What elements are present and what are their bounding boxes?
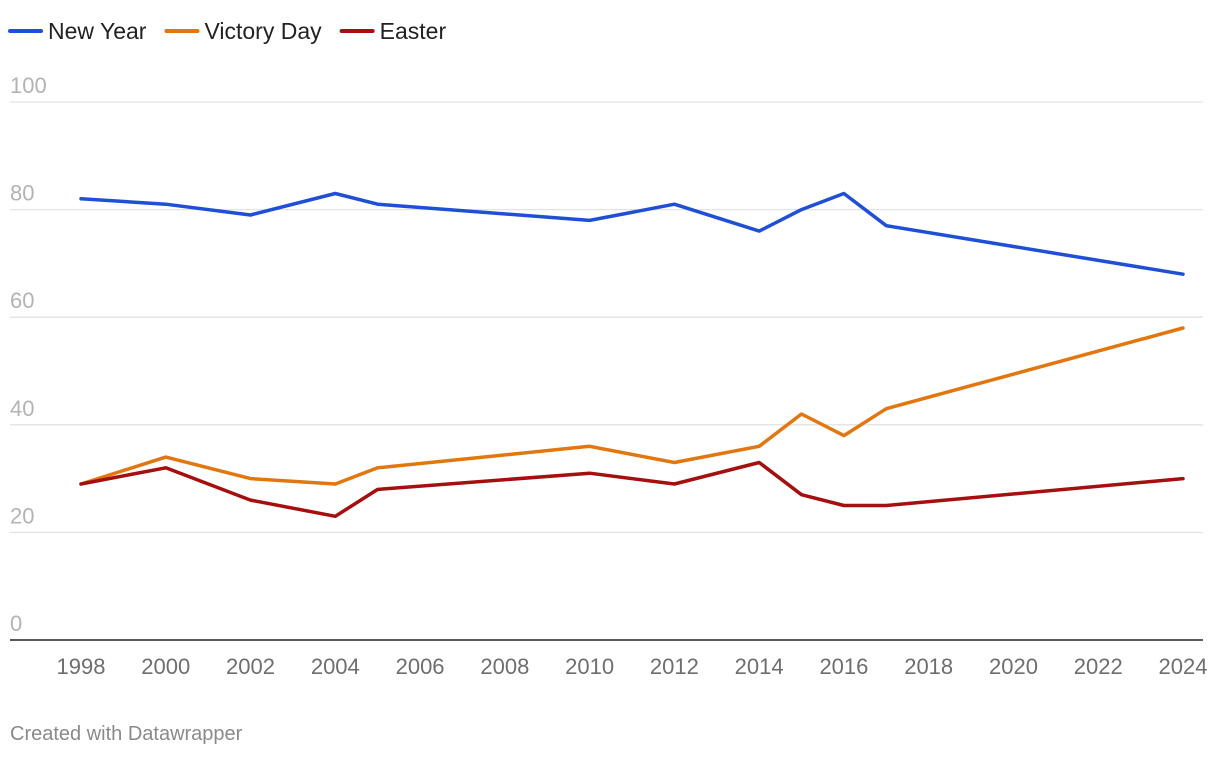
y-tick-label: 40 — [10, 396, 34, 421]
legend-item: Easter — [339, 18, 447, 44]
y-tick-label: 80 — [10, 181, 34, 206]
series-line-easter — [79, 460, 1185, 519]
legend-label: New Year — [48, 18, 147, 44]
y-tick-label: 100 — [10, 73, 47, 98]
x-tick-label: 2024 — [1159, 654, 1208, 679]
x-axis-ticks: 1998 2000 2002 2004 2006 2008 2010 2012 2014 2016… — [57, 654, 1208, 679]
x-tick-label: 2022 — [1074, 654, 1123, 679]
x-tick-label: 2010 — [565, 654, 614, 679]
x-tick-label: 2004 — [311, 654, 360, 679]
series-line-new-year — [79, 191, 1185, 276]
series-lines — [79, 191, 1185, 519]
x-tick-label: 2006 — [396, 654, 445, 679]
x-tick-label: 2000 — [141, 654, 190, 679]
y-tick-label: 20 — [10, 503, 34, 528]
legend: New Year Victory Day Easter — [8, 18, 447, 44]
x-tick-label: 2014 — [735, 654, 784, 679]
gridlines — [10, 101, 1203, 534]
x-tick-label: 2012 — [650, 654, 699, 679]
legend-item: New Year — [8, 18, 147, 44]
x-tick-label: 2016 — [819, 654, 868, 679]
legend-label: Easter — [380, 18, 447, 44]
x-tick-label: 2008 — [480, 654, 529, 679]
legend-label: Victory Day — [204, 18, 322, 44]
x-tick-label: 2020 — [989, 654, 1038, 679]
series-line-victory-day — [79, 326, 1185, 486]
x-tick-label: 1998 — [57, 654, 106, 679]
footer-credit: Created with Datawrapper — [10, 723, 243, 745]
y-tick-label: 0 — [10, 611, 22, 636]
y-axis-ticks: 0 20 40 60 80 100 — [10, 73, 47, 636]
x-tick-label: 2018 — [904, 654, 953, 679]
legend-item: Victory Day — [164, 18, 322, 44]
y-tick-label: 60 — [10, 288, 34, 313]
x-tick-label: 2002 — [226, 654, 275, 679]
